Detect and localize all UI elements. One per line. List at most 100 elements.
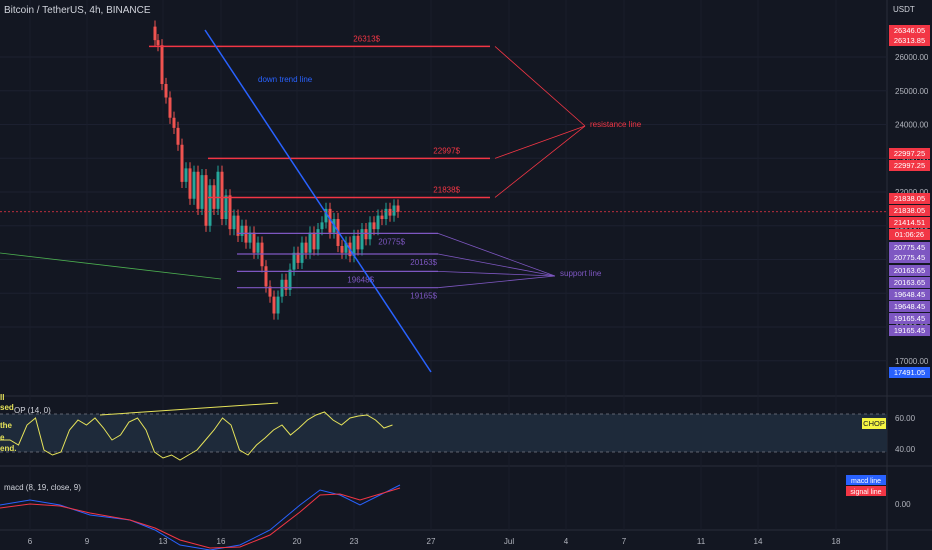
price-tag-label: 26346.05 [894,26,925,35]
candle-body [184,168,188,182]
resistance-arrow [494,125,586,198]
price-tag [889,313,930,324]
candle-body [220,171,224,219]
price-tag [889,277,930,288]
candle-body [320,222,324,230]
note-text: ll [0,393,4,402]
candle-body [172,117,176,128]
candle-body [288,269,292,290]
price-tick-label: 17000.00 [895,357,929,366]
candle-body [300,242,304,263]
note-text: e [0,433,5,442]
candle-body [316,229,320,250]
price-tag [889,217,930,228]
candle-body [352,235,356,257]
candle-body [164,84,168,98]
candle-body [380,215,384,219]
note-text: the [0,421,13,430]
note-text: sed [0,403,14,412]
candle-body [180,144,184,182]
resistance-arrow [494,46,586,127]
candle-body [372,222,376,230]
price-tag-label: 20775.45 [894,243,925,252]
price-tag-label: 22997.25 [894,161,925,170]
candle-body [252,232,256,253]
candle-body [276,296,280,314]
price-tag [889,25,930,36]
candle-body [396,205,400,212]
candle-body [168,97,172,118]
support-arrow [437,275,556,289]
support-line-label: support line [560,269,602,278]
candle-body [328,208,332,233]
price-tag-label: 19165.45 [894,314,925,323]
price-tick-label: 22000.00 [895,188,929,197]
resistance-level-label: 22997$ [433,146,460,155]
signal-legend-label: signal line [850,489,881,496]
candle-body [268,286,272,297]
time-tick-label: 7 [622,537,627,546]
candle-body [308,232,312,253]
trend-line-green [0,252,222,280]
time-tick-label: 11 [697,537,706,546]
price-tag [889,148,930,159]
candle-body [340,246,344,253]
candle-body [304,242,308,253]
candle-body [344,242,348,253]
time-tick-label: 4 [564,537,569,546]
candle-body [208,185,212,226]
price-tag [889,301,930,312]
candle-body [200,175,204,209]
candle-body [228,195,232,230]
price-tag [889,35,930,46]
signal-line [0,487,401,549]
price-tag-label: 19648.45 [894,302,925,311]
candle-body [196,171,200,209]
candle-body [264,266,268,287]
price-tick-label: 26000.00 [895,53,929,62]
price-tag-label: 21838.05 [894,194,925,203]
price-tag-label: 20163.65 [894,278,925,287]
down-trend-label: down trend line [258,75,313,84]
chop-line [0,411,393,461]
macd-title: macd (8, 19, close, 9) [4,483,81,492]
chop-title: OP (14, 0) [14,406,51,415]
candle-body [160,45,164,84]
price-tick-label: 25000.00 [895,87,929,96]
price-tag [889,205,930,216]
price-tag-label: 21838.05 [894,206,925,215]
price-tag-label: 21414.51 [894,218,925,227]
candle-body [388,208,392,216]
resistance-line-label: resistance line [590,120,642,129]
candle-body [256,242,260,253]
price-tag [889,265,930,276]
candle-body [324,208,328,223]
price-tag [889,229,930,240]
currency-label: USDT [893,5,915,14]
candle-body [360,229,364,250]
support-arrow [437,232,556,277]
price-tag [889,252,930,263]
price-tag-label: 20163.65 [894,266,925,275]
candle-body [156,40,160,46]
candle-body [192,171,196,199]
time-tick-label: 14 [754,537,763,546]
price-tag-label: 19648.45 [894,290,925,299]
price-tag-label: 20775.45 [894,253,925,262]
price-tag [889,193,930,204]
price-tag-label: 22997.25 [894,149,925,158]
candle-body [232,215,236,230]
signal-legend-swatch [846,486,886,496]
support-level-label: 20775$ [378,237,405,246]
time-tick-label: 6 [28,537,33,546]
price-tag-label: 17491.05 [894,368,925,377]
candle-body [384,208,388,219]
note-text: end. [0,444,16,453]
chop-level-label: 60.00 [895,414,916,423]
macd-line [0,484,401,550]
symbol-title: Bitcoin / TetherUS, 4h, BINANCE [4,5,151,16]
support-arrow [437,270,556,277]
chop-badge [862,418,886,429]
price-tag-label: 19165.45 [894,326,925,335]
